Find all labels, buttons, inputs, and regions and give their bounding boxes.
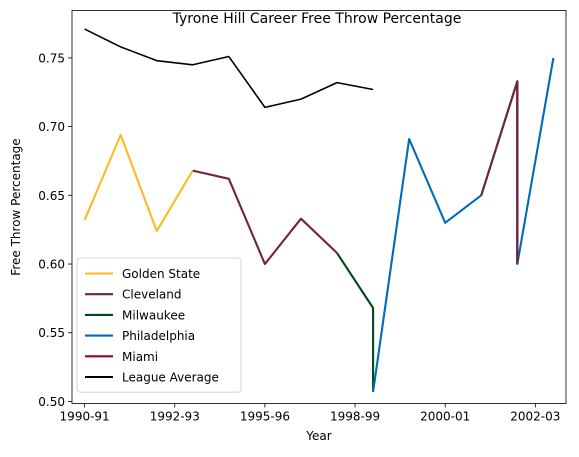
y-axis-label: Free Throw Percentage — [9, 138, 23, 275]
legend-box — [76, 257, 242, 393]
x-tick-label: 1992-93 — [150, 410, 200, 424]
x-tick-label: 2002-03 — [510, 410, 560, 424]
series-line-cleveland — [480, 80, 519, 265]
y-axis: 0.50 0.55 0.60 0.65 0.70 0.75 — [38, 51, 72, 409]
y-tick-label: 0.55 — [38, 326, 65, 340]
legend-label-miami: Miami — [122, 350, 158, 364]
x-tick-label: 1995-96 — [240, 410, 290, 424]
legend-label-cleveland: Cleveland — [122, 288, 182, 302]
series-layer — [83, 28, 555, 392]
legend-label-philadelphia: Philadelphia — [122, 329, 195, 343]
y-tick-label: 0.75 — [38, 51, 65, 65]
series-line-golden-state — [83, 133, 194, 233]
y-tick-label: 0.65 — [38, 189, 65, 203]
chart-title: Tyrone Hill Career Free Throw Percentage — [172, 11, 462, 27]
series-line-cleveland — [192, 169, 338, 266]
series-line-milwaukee — [336, 252, 375, 392]
series-line-league-average — [84, 28, 374, 109]
x-tick-label: 2000-01 — [420, 410, 470, 424]
y-tick-label: 0.50 — [38, 395, 65, 409]
y-tick-label: 0.60 — [38, 258, 65, 272]
legend: Golden State Cleveland Milwaukee Philadelph… — [76, 257, 242, 393]
legend-label-milwaukee: Milwaukee — [122, 308, 185, 322]
legend-label-league-average: League Average — [122, 371, 219, 385]
x-axis-label: Year — [305, 429, 331, 443]
series-line-philadelphia — [372, 57, 555, 392]
x-tick-label: 1998-99 — [330, 410, 380, 424]
y-tick-label: 0.70 — [38, 120, 65, 134]
x-tick-label: 1990-91 — [60, 410, 110, 424]
x-axis: 1990-91 1992-93 1995-96 1998-99 2000-01 2002-… — [60, 403, 560, 424]
plot-frame — [71, 10, 567, 404]
legend-label-golden-state: Golden State — [122, 267, 200, 281]
